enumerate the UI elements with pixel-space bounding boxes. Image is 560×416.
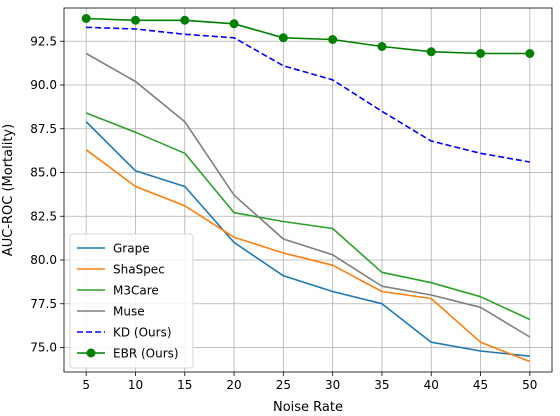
data-point-ebr-ours <box>278 33 288 43</box>
y-tick-label: 90.0 <box>30 78 57 92</box>
data-point-ebr-ours <box>130 15 140 25</box>
data-point-ebr-ours <box>328 35 338 44</box>
y-axis-label: AUC-ROC (Mortality) <box>1 124 16 256</box>
data-point-ebr-ours <box>377 42 387 51</box>
y-tick-label: 85.0 <box>30 166 57 180</box>
legend-label: ShaSpec <box>113 263 165 277</box>
legend-marker <box>86 348 96 358</box>
series-line-ebr-ours <box>86 17 530 55</box>
legend-label: EBR (Ours) <box>113 347 179 361</box>
legend-label: Muse <box>113 305 145 319</box>
x-tick-label: 5 <box>82 378 90 392</box>
y-tick-label: 77.5 <box>30 297 57 311</box>
legend-label: Grape <box>113 242 150 256</box>
data-point-ebr-ours <box>476 49 486 58</box>
data-point-ebr-ours <box>426 47 436 57</box>
data-point-ebr-ours <box>229 19 239 29</box>
legend-box <box>69 233 194 369</box>
x-axis-ticks: 5 10 15 20 25 30 35 40 45 50 <box>82 372 537 392</box>
data-point-ebr-ours <box>180 15 190 25</box>
x-tick-label: 30 <box>325 378 340 392</box>
x-tick-label: 45 <box>473 378 488 392</box>
series-line-muse <box>85 52 531 338</box>
y-tick-label: 80.0 <box>30 253 57 267</box>
series-line-m3care <box>85 112 531 321</box>
plot-frame <box>63 7 553 373</box>
x-tick-label: 25 <box>276 378 291 392</box>
series-line-grape <box>85 121 530 357</box>
y-tick-label: 92.5 <box>30 34 57 48</box>
series-line-kd-ours <box>86 26 530 163</box>
data-point-ebr-ours <box>525 49 535 58</box>
legend-label: M3Care <box>113 284 159 298</box>
x-tick-label: 50 <box>522 378 537 392</box>
legend: Grape ShaSpec M3Care Muse KD (Ours) EBR (Ours… <box>69 233 194 369</box>
grid <box>64 8 552 372</box>
x-tick-label: 15 <box>177 378 192 392</box>
y-tick-label: 75.0 <box>30 341 57 355</box>
y-axis-ticks: 75.0 77.5 80.0 82.5 85.0 87.5 90.0 92.5 <box>30 34 64 355</box>
legend-label: KD (Ours) <box>113 326 172 340</box>
x-tick-label: 40 <box>424 378 439 392</box>
x-axis-label: Noise Rate <box>273 400 343 415</box>
y-tick-label: 87.5 <box>30 122 57 136</box>
series-lines <box>81 14 535 363</box>
data-point-ebr-ours <box>81 14 91 23</box>
x-tick-label: 20 <box>226 378 241 392</box>
x-tick-label: 10 <box>128 378 143 392</box>
series-line-shaspec <box>85 149 531 363</box>
x-tick-label: 35 <box>374 378 389 392</box>
y-tick-label: 82.5 <box>30 209 57 223</box>
